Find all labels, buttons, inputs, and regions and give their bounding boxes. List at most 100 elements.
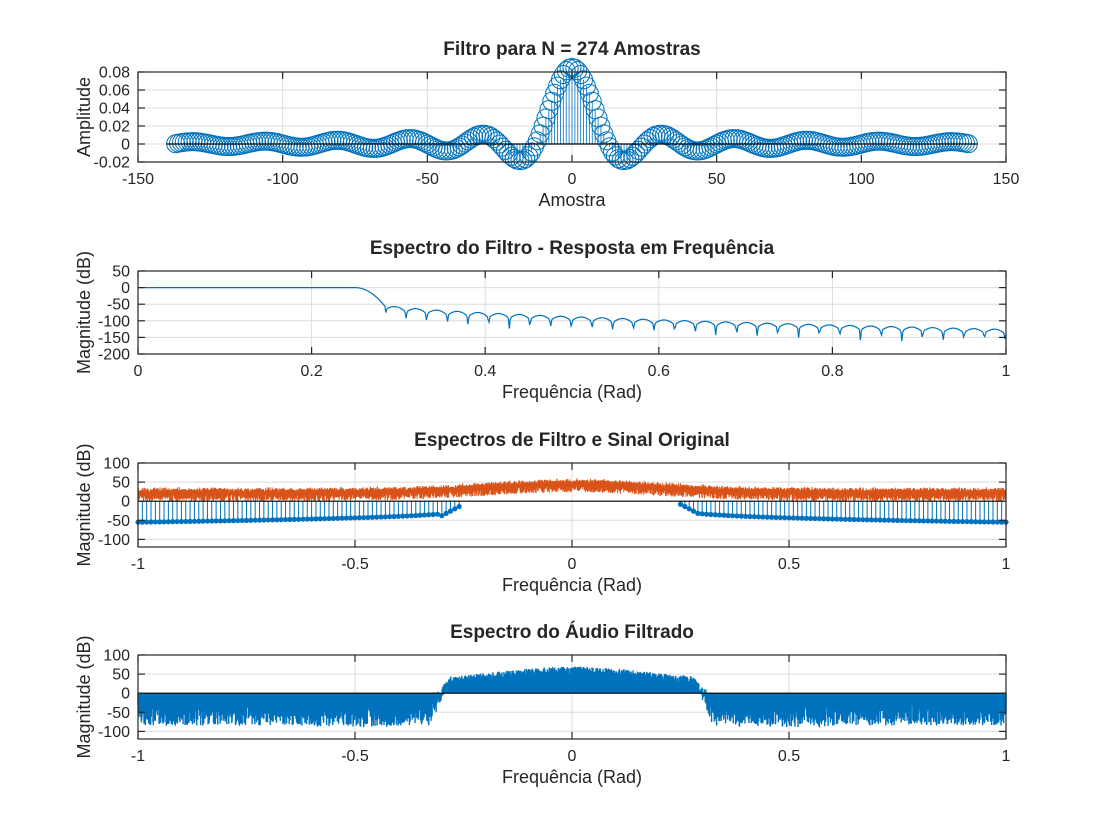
filter-marker: [204, 518, 211, 524]
filter-marker: [816, 516, 822, 522]
filter-marker: [408, 513, 415, 519]
filter-marker: [686, 506, 692, 512]
filter-marker: [699, 511, 705, 517]
y-tick-label: 0: [121, 280, 130, 297]
y-tick-label: 0.08: [99, 65, 130, 82]
filter-marker: [751, 514, 757, 520]
stem-marker: [536, 108, 556, 128]
plot-area: [166, 58, 978, 171]
filter-marker: [356, 515, 362, 521]
chart-2: 0 0.2 0.4 0.6 0.8 1-200-150-100-50050Espectro…: [74, 238, 1011, 402]
filter-marker: [322, 516, 328, 522]
filter-marker: [209, 518, 215, 524]
filter-marker: [877, 517, 883, 523]
x-tick-label: 150: [993, 171, 1020, 188]
axes-frame: [137, 270, 1007, 355]
x-tick-label: 0.4: [474, 363, 496, 380]
filter-marker: [282, 516, 289, 523]
x-tick-label: -1: [131, 748, 145, 765]
filter-marker: [287, 516, 293, 523]
y-tick-label: -50: [107, 513, 130, 530]
filter-marker: [261, 517, 267, 523]
filter-marker: [200, 518, 206, 524]
filter-marker: [855, 516, 862, 523]
x-tick-label: -50: [416, 171, 439, 188]
stem-marker: [420, 136, 440, 156]
filter-marker: [886, 517, 892, 523]
x-axis: -1 -0.5 0 0.5 1: [131, 655, 1011, 765]
filter-marker: [361, 514, 367, 521]
filter-marker: [881, 517, 888, 523]
y-tick-label: -100: [98, 532, 130, 549]
stem-marker: [542, 91, 562, 111]
x-axis-label: Amostra: [538, 190, 606, 210]
x-tick-label: 0: [568, 171, 577, 188]
y-tick-label: -200: [98, 347, 130, 364]
x-tick-label: 0.8: [821, 363, 843, 380]
filter-marker: [226, 518, 232, 524]
filter-marker: [326, 515, 332, 522]
filter-marker: [838, 516, 844, 522]
filter-marker: [799, 515, 805, 521]
filter-marker: [235, 517, 241, 524]
filter-marker: [829, 516, 836, 522]
y-tick-label: -50: [107, 297, 130, 314]
filter-marker: [170, 519, 176, 525]
filter-marker: [990, 519, 996, 525]
filter-marker: [391, 513, 397, 520]
x-tick-label: 1: [1002, 556, 1011, 573]
filter-marker: [747, 513, 753, 520]
filter-marker: [756, 514, 762, 520]
filter-marker: [716, 512, 723, 518]
filter-marker: [434, 511, 441, 517]
y-tick-label: 0: [121, 686, 130, 703]
filter-marker: [899, 517, 905, 524]
stem-markers: [166, 58, 978, 171]
filter-marker: [708, 511, 714, 518]
filter-stems: [135, 501, 1009, 525]
filter-marker: [191, 518, 198, 524]
x-tick-label: 0: [568, 748, 577, 765]
stem-marker: [556, 61, 576, 81]
y-axis-label: Magnitude (dB): [74, 443, 94, 566]
filter-marker: [369, 514, 375, 520]
filter-marker: [278, 517, 284, 523]
chart-title: Espectro do Áudio Filtrado: [450, 621, 694, 643]
filter-marker: [339, 515, 345, 521]
y-tick-label: 50: [112, 667, 130, 684]
filter-marker: [834, 516, 840, 522]
x-tick-label: 50: [708, 171, 726, 188]
filter-marker: [773, 514, 779, 521]
filter-marker: [161, 519, 167, 525]
filter-marker: [981, 519, 987, 525]
filter-marker: [925, 518, 931, 524]
filter-marker: [395, 513, 401, 519]
filter-marker: [265, 517, 271, 523]
filter-marker: [426, 512, 432, 518]
filter-marker: [430, 511, 436, 518]
x-tick-label: 0.5: [778, 748, 800, 765]
x-axis: 0 0.2 0.4 0.6 0.8 1: [134, 271, 1011, 380]
filter-marker: [222, 518, 228, 524]
filter-marker: [309, 516, 315, 522]
filter-marker: [365, 514, 371, 521]
filter-marker: [252, 517, 258, 523]
filter-marker: [842, 516, 849, 522]
x-tick-label: 1: [1002, 363, 1011, 380]
stem-marker: [704, 136, 724, 156]
filter-marker: [825, 516, 831, 522]
filter-marker: [912, 518, 918, 524]
x-tick-label: -0.5: [341, 556, 369, 573]
stem-marker: [501, 146, 521, 166]
filter-marker: [230, 518, 237, 524]
filter-marker: [916, 518, 922, 524]
y-tick-label: 0.04: [99, 101, 130, 118]
filter-marker: [196, 518, 202, 524]
filter-marker: [239, 517, 245, 524]
filter-marker: [374, 514, 380, 520]
filter-marker: [690, 508, 697, 514]
filter-marker: [378, 514, 384, 520]
x-tick-label: 0: [568, 556, 577, 573]
filter-marker: [456, 503, 462, 510]
